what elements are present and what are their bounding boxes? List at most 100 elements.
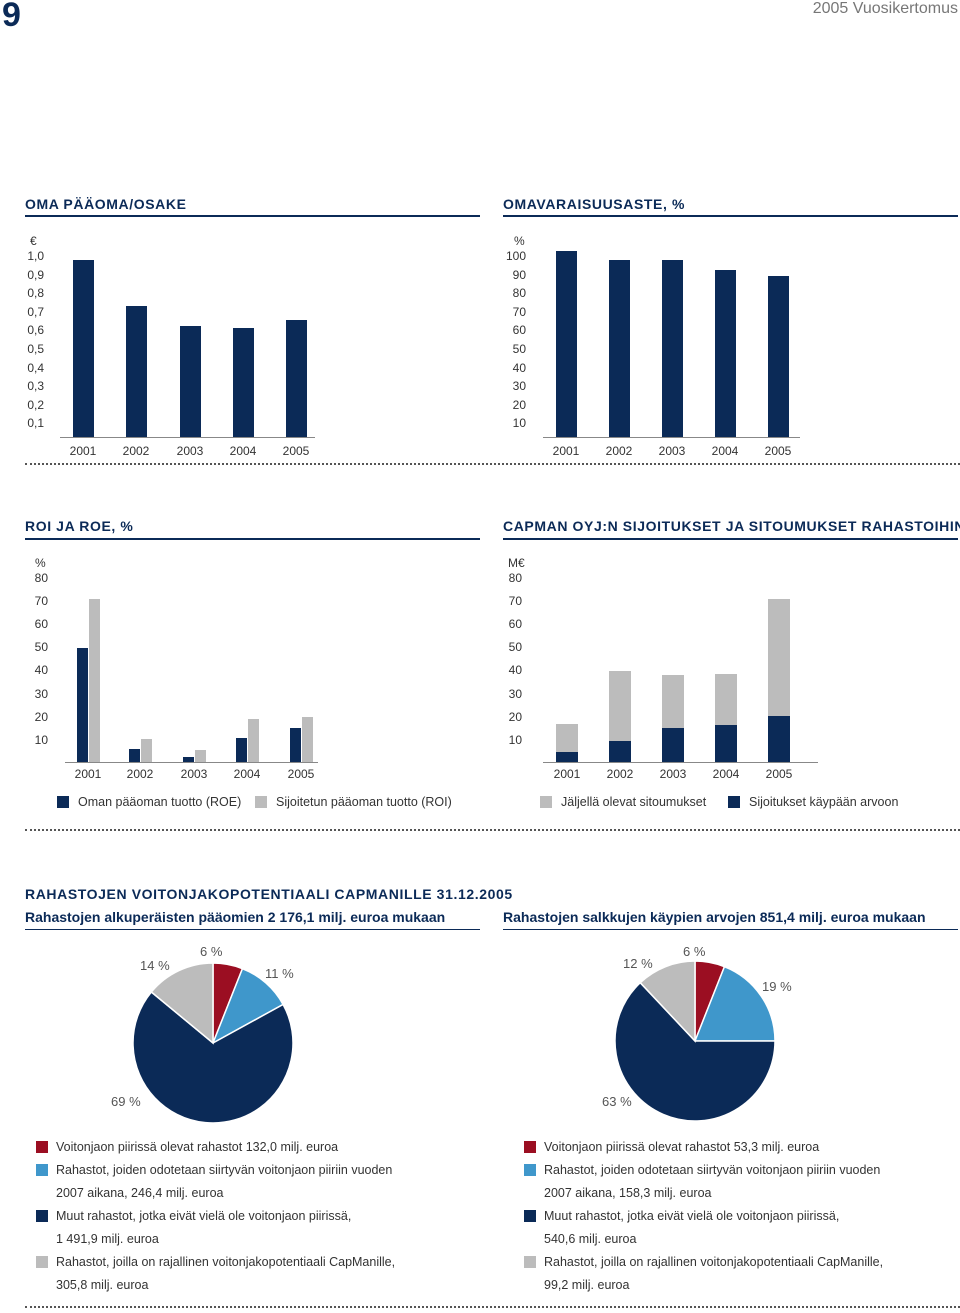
bar-roe: [77, 648, 88, 762]
y-tick-label: 80: [512, 286, 526, 301]
bar: [125, 306, 147, 437]
y-tick-label: 10: [508, 732, 522, 747]
chart-title: ROI JA ROE, %: [25, 518, 134, 534]
pie-legend-item: Muut rahastot, jotka eivät vielä ole voi…: [56, 1209, 352, 1246]
y-tick-label: 70: [508, 594, 522, 609]
dotted-divider: [25, 463, 960, 465]
bar-sitoumukset: [662, 674, 684, 729]
pie-legend-item: Rahastot, joiden odotetaan siirtyvän voi…: [56, 1163, 393, 1200]
x-tick-label: 2001: [552, 444, 580, 458]
pie-slice: [150, 962, 214, 1045]
pie-label: 6 %: [683, 944, 706, 959]
title-rule: [503, 215, 958, 217]
bar: [608, 260, 630, 437]
bar: [714, 269, 736, 437]
y-tick-label: 60: [512, 323, 526, 338]
legend-label: Jäljellä olevat sitoumukset: [561, 795, 707, 809]
bar-roi: [302, 716, 313, 762]
y-tick-label: 0,7: [27, 304, 44, 319]
pie-subtitle: Rahastojen alkuperäisten pääomien 2 176,…: [25, 909, 446, 925]
y-tick-label: 0,3: [27, 379, 44, 394]
bar-roe: [236, 737, 247, 762]
legend-label: Oman pääoman tuotto (ROE): [78, 795, 242, 809]
bar-roe: [290, 728, 301, 762]
x-tick-label: 2001: [553, 767, 581, 781]
x-tick-label: 2005: [287, 767, 315, 781]
x-tick-label: 2002: [606, 767, 634, 781]
legend-swatch-grey: [36, 1256, 48, 1268]
legend-swatch: [728, 796, 740, 808]
pie-legend-item: Voitonjaon piirissä olevat rahastot 53,3…: [544, 1140, 820, 1154]
bar-sijoitukset: [768, 715, 790, 762]
page-number: 9: [2, 0, 21, 34]
y-tick-label: 30: [512, 379, 526, 394]
title-rule: [25, 538, 480, 540]
x-tick-label: 2003: [658, 444, 686, 458]
pie-legend-item: Rahastot, joilla on rajallinen voitonjak…: [56, 1255, 396, 1292]
x-axis: [543, 437, 800, 438]
y-tick-label: 60: [508, 617, 522, 632]
pie-slice: [639, 960, 696, 1043]
bar-roi: [89, 599, 100, 762]
bar: [179, 325, 201, 437]
y-tick-label: 20: [508, 709, 522, 724]
pie-label: 63 %: [602, 1094, 632, 1109]
y-tick-label: 1,0: [27, 249, 44, 263]
pie-label: 11 %: [265, 966, 294, 981]
legend-swatch-blue: [524, 1164, 536, 1176]
x-tick-label: 2003: [659, 767, 687, 781]
bar-roe: [129, 749, 140, 762]
y-tick-label: 40: [512, 360, 526, 375]
bar-roe: [183, 757, 194, 762]
y-tick-label: 10: [512, 416, 526, 431]
y-tick-label: 0,8: [27, 286, 44, 301]
y-tick-label: 90: [512, 267, 526, 282]
pie-label: 69 %: [111, 1094, 141, 1109]
y-unit-label: M€: [508, 556, 525, 570]
legend-swatch: [540, 796, 552, 808]
legend-swatch: [255, 796, 267, 808]
legend-label: Sijoitetun pääoman tuotto (ROI): [276, 795, 452, 809]
x-tick-label: 2005: [282, 444, 310, 458]
pie-legend-item: Voitonjaon piirissä olevat rahastot 132,…: [56, 1140, 339, 1154]
y-tick-label: 40: [34, 663, 48, 678]
bar-sitoumukset: [609, 671, 631, 742]
x-axis: [65, 762, 318, 763]
y-tick-label: 0,9: [27, 267, 44, 282]
y-tick-label: 80: [34, 571, 48, 585]
y-tick-label: 50: [34, 640, 48, 655]
x-tick-label: 2003: [176, 444, 204, 458]
y-tick-label: 60: [34, 617, 48, 632]
bar-sijoitukset: [662, 728, 684, 762]
x-axis: [543, 762, 818, 763]
y-tick-label: 80: [508, 571, 522, 585]
bar-sitoumukset: [556, 723, 578, 752]
x-tick-label: 2001: [69, 444, 97, 458]
x-tick-label: 2004: [233, 767, 261, 781]
x-tick-label: 2002: [126, 767, 154, 781]
bar-sijoitukset: [609, 741, 631, 762]
y-tick-label: 30: [34, 686, 48, 701]
y-tick-label: 70: [512, 304, 526, 319]
x-tick-label: 2005: [764, 444, 792, 458]
y-unit-label: %: [35, 556, 46, 570]
legend-swatch-red: [36, 1141, 48, 1153]
y-tick-label: 0,1: [27, 416, 44, 431]
x-tick-label: 2002: [122, 444, 150, 458]
x-tick-label: 2004: [711, 444, 739, 458]
x-tick-label: 2004: [712, 767, 740, 781]
pie-legend-item: Rahastot, joiden odotetaan siirtyvän voi…: [544, 1163, 881, 1200]
y-tick-label: 0,2: [27, 397, 44, 412]
x-tick-label: 2004: [229, 444, 257, 458]
running-title: 2005 Vuosikertomus: [812, 0, 958, 17]
y-tick-label: 0,6: [27, 323, 44, 338]
bar: [72, 260, 94, 437]
bar-sitoumukset: [768, 599, 790, 716]
x-tick-label: 2005: [765, 767, 793, 781]
pie-label: 19 %: [762, 979, 792, 994]
pie-label: 14 %: [140, 958, 170, 973]
legend-swatch-navy: [36, 1210, 48, 1222]
pie-slice: [132, 990, 294, 1124]
x-tick-label: 2002: [605, 444, 633, 458]
